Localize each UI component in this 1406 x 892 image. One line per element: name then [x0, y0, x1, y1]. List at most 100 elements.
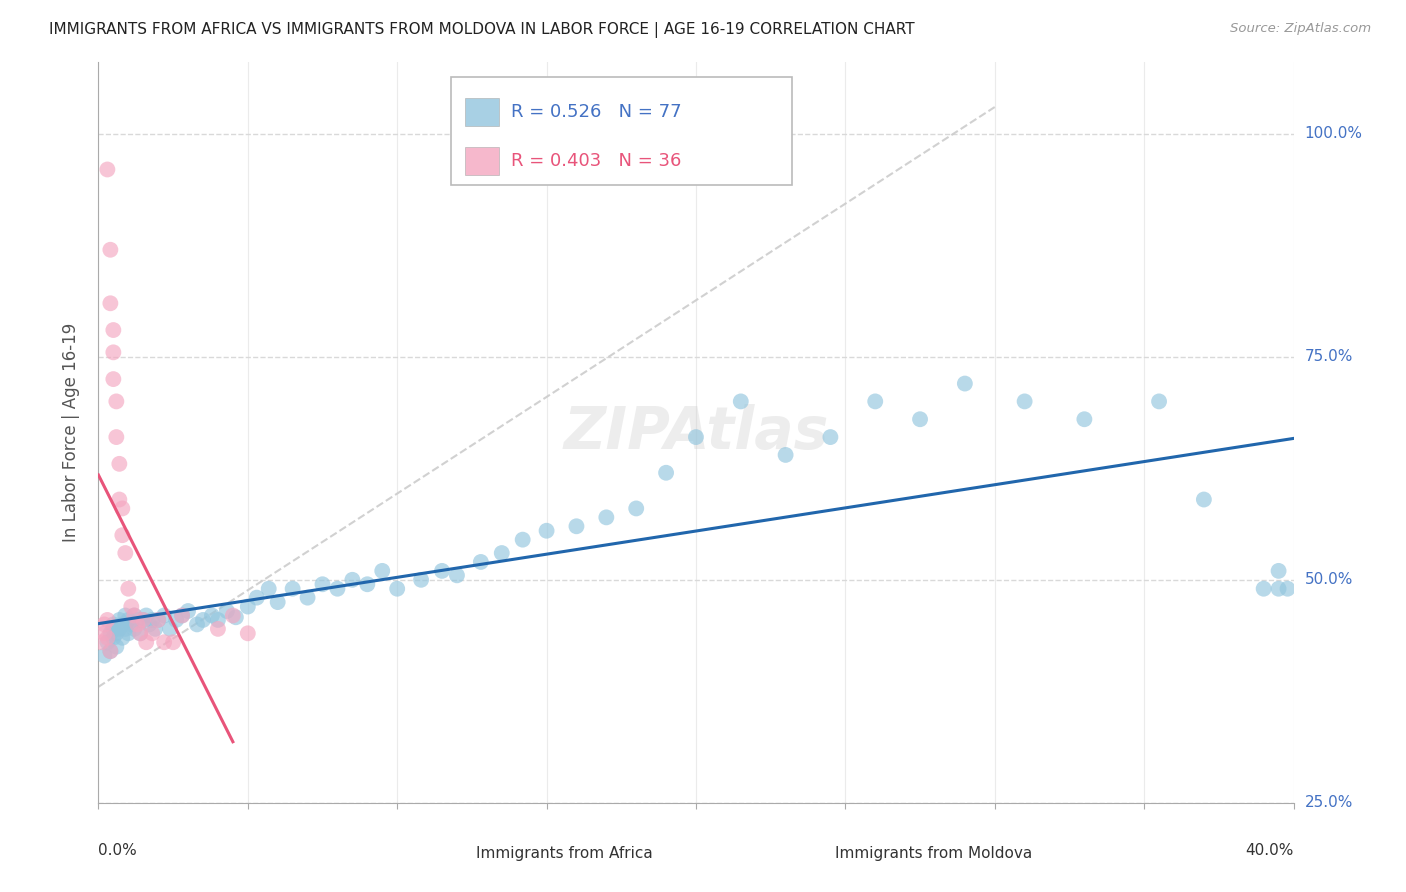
Point	[207, 622, 229, 636]
Point	[124, 622, 146, 636]
Text: ZIPAtlas: ZIPAtlas	[564, 404, 828, 461]
Point	[730, 394, 752, 409]
Point	[111, 501, 134, 516]
Point	[201, 608, 224, 623]
Point	[117, 582, 139, 596]
Point	[138, 617, 160, 632]
Point	[595, 510, 617, 524]
Point	[491, 546, 513, 560]
Point	[1277, 582, 1299, 596]
Point	[655, 466, 678, 480]
Point	[96, 613, 118, 627]
Text: R = 0.403   N = 36: R = 0.403 N = 36	[510, 152, 681, 170]
Point	[141, 626, 163, 640]
Text: 50.0%: 50.0%	[1305, 573, 1353, 587]
Point	[111, 631, 134, 645]
Point	[565, 519, 588, 533]
Point	[90, 635, 112, 649]
Point	[225, 610, 247, 624]
Point	[103, 622, 125, 636]
Text: 40.0%: 40.0%	[1246, 844, 1294, 858]
Point	[127, 613, 149, 627]
Point	[162, 635, 184, 649]
Point	[172, 608, 194, 623]
Point	[143, 622, 166, 636]
Point	[93, 648, 115, 663]
Point	[153, 608, 176, 623]
Point	[103, 372, 125, 386]
Point	[98, 644, 122, 658]
Text: 100.0%: 100.0%	[1305, 127, 1362, 141]
Point	[105, 394, 128, 409]
Point	[1267, 582, 1289, 596]
Point	[385, 582, 409, 596]
Text: 75.0%: 75.0%	[1305, 350, 1353, 364]
Point	[311, 577, 333, 591]
Point	[371, 564, 394, 578]
Point	[177, 604, 200, 618]
Point	[1267, 564, 1289, 578]
Point	[685, 430, 707, 444]
Point	[141, 613, 163, 627]
Point	[411, 573, 433, 587]
Point	[103, 323, 125, 337]
Point	[1014, 394, 1036, 409]
Point	[117, 626, 139, 640]
Point	[120, 617, 142, 632]
Point	[236, 626, 259, 640]
Point	[111, 528, 134, 542]
Point	[111, 617, 134, 632]
Bar	[465, 147, 499, 175]
Point	[117, 613, 139, 627]
Point	[114, 546, 136, 560]
Point	[135, 608, 157, 623]
Point	[865, 394, 887, 409]
Point	[183, 814, 205, 828]
Point	[908, 412, 931, 426]
Point	[96, 631, 118, 645]
Point	[153, 635, 176, 649]
Y-axis label: In Labor Force | Age 16-19: In Labor Force | Age 16-19	[62, 323, 80, 542]
FancyBboxPatch shape	[451, 78, 792, 185]
Point	[222, 608, 245, 623]
Point	[135, 635, 157, 649]
Point	[108, 622, 131, 636]
Text: 25.0%: 25.0%	[1305, 796, 1353, 810]
Point	[267, 595, 290, 609]
Point	[356, 577, 378, 591]
Text: Immigrants from Moldova: Immigrants from Moldova	[835, 846, 1032, 861]
Point	[172, 608, 194, 623]
Point	[120, 599, 142, 614]
Point	[93, 626, 115, 640]
Point	[342, 573, 364, 587]
Point	[93, 617, 115, 632]
Point	[159, 622, 181, 636]
Point	[215, 604, 238, 618]
Point	[132, 613, 155, 627]
Point	[775, 448, 797, 462]
Point	[129, 626, 152, 640]
Point	[257, 582, 280, 596]
Point	[165, 613, 187, 627]
Point	[108, 492, 131, 507]
Point	[124, 608, 146, 623]
Point	[98, 644, 122, 658]
Point	[820, 430, 842, 444]
Point	[326, 582, 349, 596]
Point	[98, 243, 122, 257]
Point	[246, 591, 269, 605]
Point	[953, 376, 976, 391]
Point	[191, 613, 214, 627]
Point	[98, 626, 122, 640]
Text: 0.0%: 0.0%	[98, 844, 138, 858]
Text: IMMIGRANTS FROM AFRICA VS IMMIGRANTS FROM MOLDOVA IN LABOR FORCE | AGE 16-19 COR: IMMIGRANTS FROM AFRICA VS IMMIGRANTS FRO…	[49, 22, 915, 38]
Point	[114, 622, 136, 636]
Point	[186, 617, 208, 632]
Point	[108, 613, 131, 627]
Point	[96, 162, 118, 177]
Point	[98, 296, 122, 310]
Point	[103, 631, 125, 645]
Point	[114, 608, 136, 623]
Point	[1253, 582, 1275, 596]
Point	[105, 626, 128, 640]
